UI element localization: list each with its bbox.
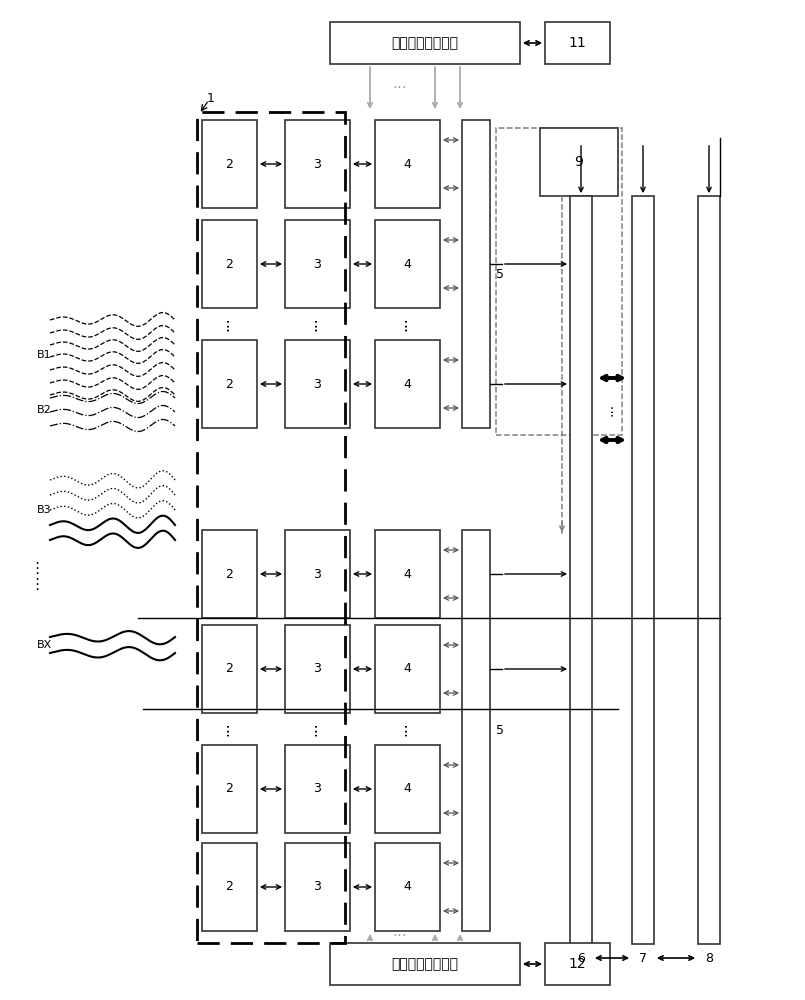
Bar [285,530,350,618]
Bar [285,843,350,931]
Text: ···: ··· [399,317,415,331]
Bar [375,843,440,931]
Text: 3: 3 [314,568,321,580]
Text: 4: 4 [403,782,411,796]
Text: 3: 3 [314,662,321,676]
Bar [462,120,490,428]
Bar [330,943,520,985]
Bar [285,625,350,713]
Bar [375,745,440,833]
Bar [375,340,440,428]
Text: 5: 5 [496,724,504,736]
Text: 2: 2 [225,782,233,796]
Text: 4: 4 [403,568,411,580]
Text: ···: ··· [309,722,324,736]
Bar [545,943,610,985]
Text: 2: 2 [225,568,233,580]
Text: ···: ··· [309,317,324,331]
Text: 8: 8 [705,952,713,964]
Bar [285,745,350,833]
Bar [202,625,257,713]
Text: 4: 4 [403,662,411,676]
Bar [285,340,350,428]
Text: 4: 4 [403,257,411,270]
Text: 4: 4 [403,157,411,170]
Text: 3: 3 [314,782,321,796]
Bar [375,120,440,208]
Text: B2: B2 [37,405,52,415]
Text: 3: 3 [314,157,321,170]
Text: 第二本振功分网络: 第二本振功分网络 [391,957,459,971]
Bar [330,22,520,64]
Text: 11: 11 [568,36,586,50]
Bar [202,340,257,428]
Bar [632,196,654,944]
Bar [202,120,257,208]
Text: 4: 4 [403,880,411,894]
Bar [540,128,618,196]
Text: 2: 2 [225,662,233,676]
Text: ···: ··· [605,402,619,416]
Text: BX: BX [37,640,52,650]
Text: ⋮: ⋮ [29,578,44,592]
Bar [202,745,257,833]
Bar [545,22,610,64]
Bar [570,196,592,944]
Text: ···: ··· [399,722,415,736]
Text: ···: ··· [393,81,407,96]
Bar [202,843,257,931]
Text: 3: 3 [314,257,321,270]
Text: 3: 3 [314,880,321,894]
Bar [202,220,257,308]
Bar [698,196,720,944]
Text: ···: ··· [221,722,237,736]
Text: 4: 4 [403,377,411,390]
Text: 7: 7 [639,952,647,964]
Text: 3: 3 [314,377,321,390]
Text: B3: B3 [37,505,52,515]
Text: 2: 2 [225,257,233,270]
Bar [285,220,350,308]
Text: 2: 2 [225,157,233,170]
Bar [375,530,440,618]
Bar [202,530,257,618]
Text: ···: ··· [393,930,407,944]
Text: 2: 2 [225,880,233,894]
Text: ⋮: ⋮ [29,562,44,576]
Bar [462,530,490,931]
Text: 12: 12 [568,957,586,971]
Bar [375,220,440,308]
Text: 2: 2 [225,377,233,390]
Text: B1: B1 [37,350,52,360]
Bar [285,120,350,208]
Bar [375,625,440,713]
Bar [197,112,345,943]
Text: 1: 1 [207,92,215,104]
Text: 第一本振功分网络: 第一本振功分网络 [391,36,459,50]
Text: ···: ··· [221,317,237,331]
Text: 6: 6 [577,952,585,964]
Bar [496,128,622,435]
Text: 5: 5 [496,267,504,280]
Text: 9: 9 [575,155,584,169]
